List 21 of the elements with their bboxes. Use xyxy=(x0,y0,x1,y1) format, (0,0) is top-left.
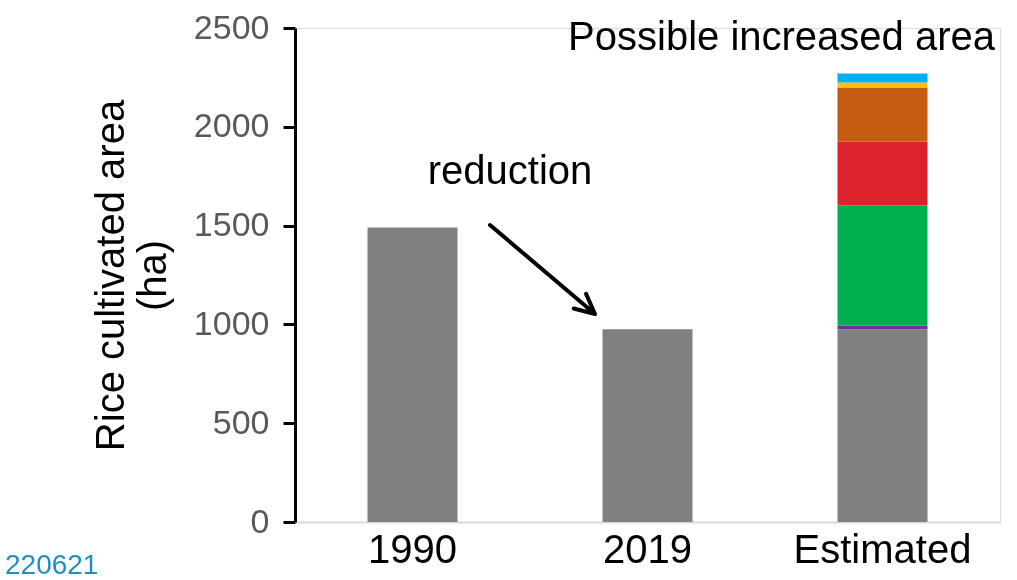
y-tick-label: 500 xyxy=(212,402,270,441)
bar xyxy=(837,87,928,142)
x-tick-label: 2019 xyxy=(603,526,692,571)
annotation: reduction xyxy=(427,148,593,192)
bar xyxy=(837,73,928,83)
bar xyxy=(837,329,928,522)
bar xyxy=(602,329,693,522)
bar xyxy=(837,141,928,206)
y-axis-title: Rice cultivated area (ha) xyxy=(87,99,174,452)
y-tick-label: 1500 xyxy=(193,205,270,244)
y-tick-label: 2500 xyxy=(193,7,270,46)
y-tick-label: 2000 xyxy=(193,106,270,145)
x-tick-label: 1990 xyxy=(368,526,457,571)
text: 220621 xyxy=(5,549,99,580)
bar xyxy=(837,325,928,330)
bar xyxy=(367,227,458,522)
y-tick-label: 0 xyxy=(250,501,270,540)
bar xyxy=(837,205,928,326)
y-tick-label: 1000 xyxy=(193,303,270,342)
chart-title: Possible increased area xyxy=(568,14,996,58)
x-tick-label: Estimated xyxy=(793,526,972,571)
